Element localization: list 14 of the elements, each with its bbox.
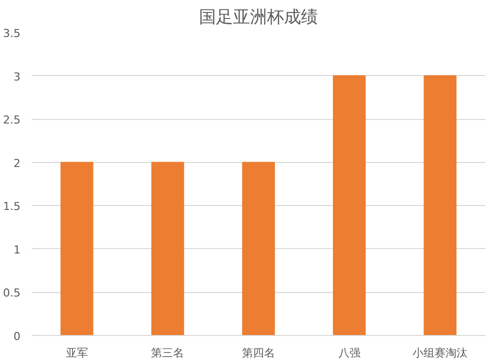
y-tick-label: 3	[14, 70, 20, 84]
x-tick-label: 第三名	[151, 346, 184, 360]
y-tick-label: 0	[14, 330, 20, 343]
y-tick-label: 3.5	[3, 27, 21, 40]
y-tick-label: 1	[14, 243, 20, 256]
x-tick-label: 小组赛淘汰	[412, 346, 468, 360]
y-tick-label: 2.5	[3, 114, 21, 127]
chart-title: 国足亚洲杯成绩	[199, 8, 318, 28]
y-tick-label: 0.5	[3, 286, 21, 300]
y-tick-label: 2	[14, 156, 20, 170]
y-tick-label: 1.5	[3, 200, 21, 214]
x-tick-label: 第四名	[242, 346, 275, 360]
x-tick-label: 八强	[338, 346, 360, 360]
x-tick-label: 亚军	[66, 346, 88, 360]
